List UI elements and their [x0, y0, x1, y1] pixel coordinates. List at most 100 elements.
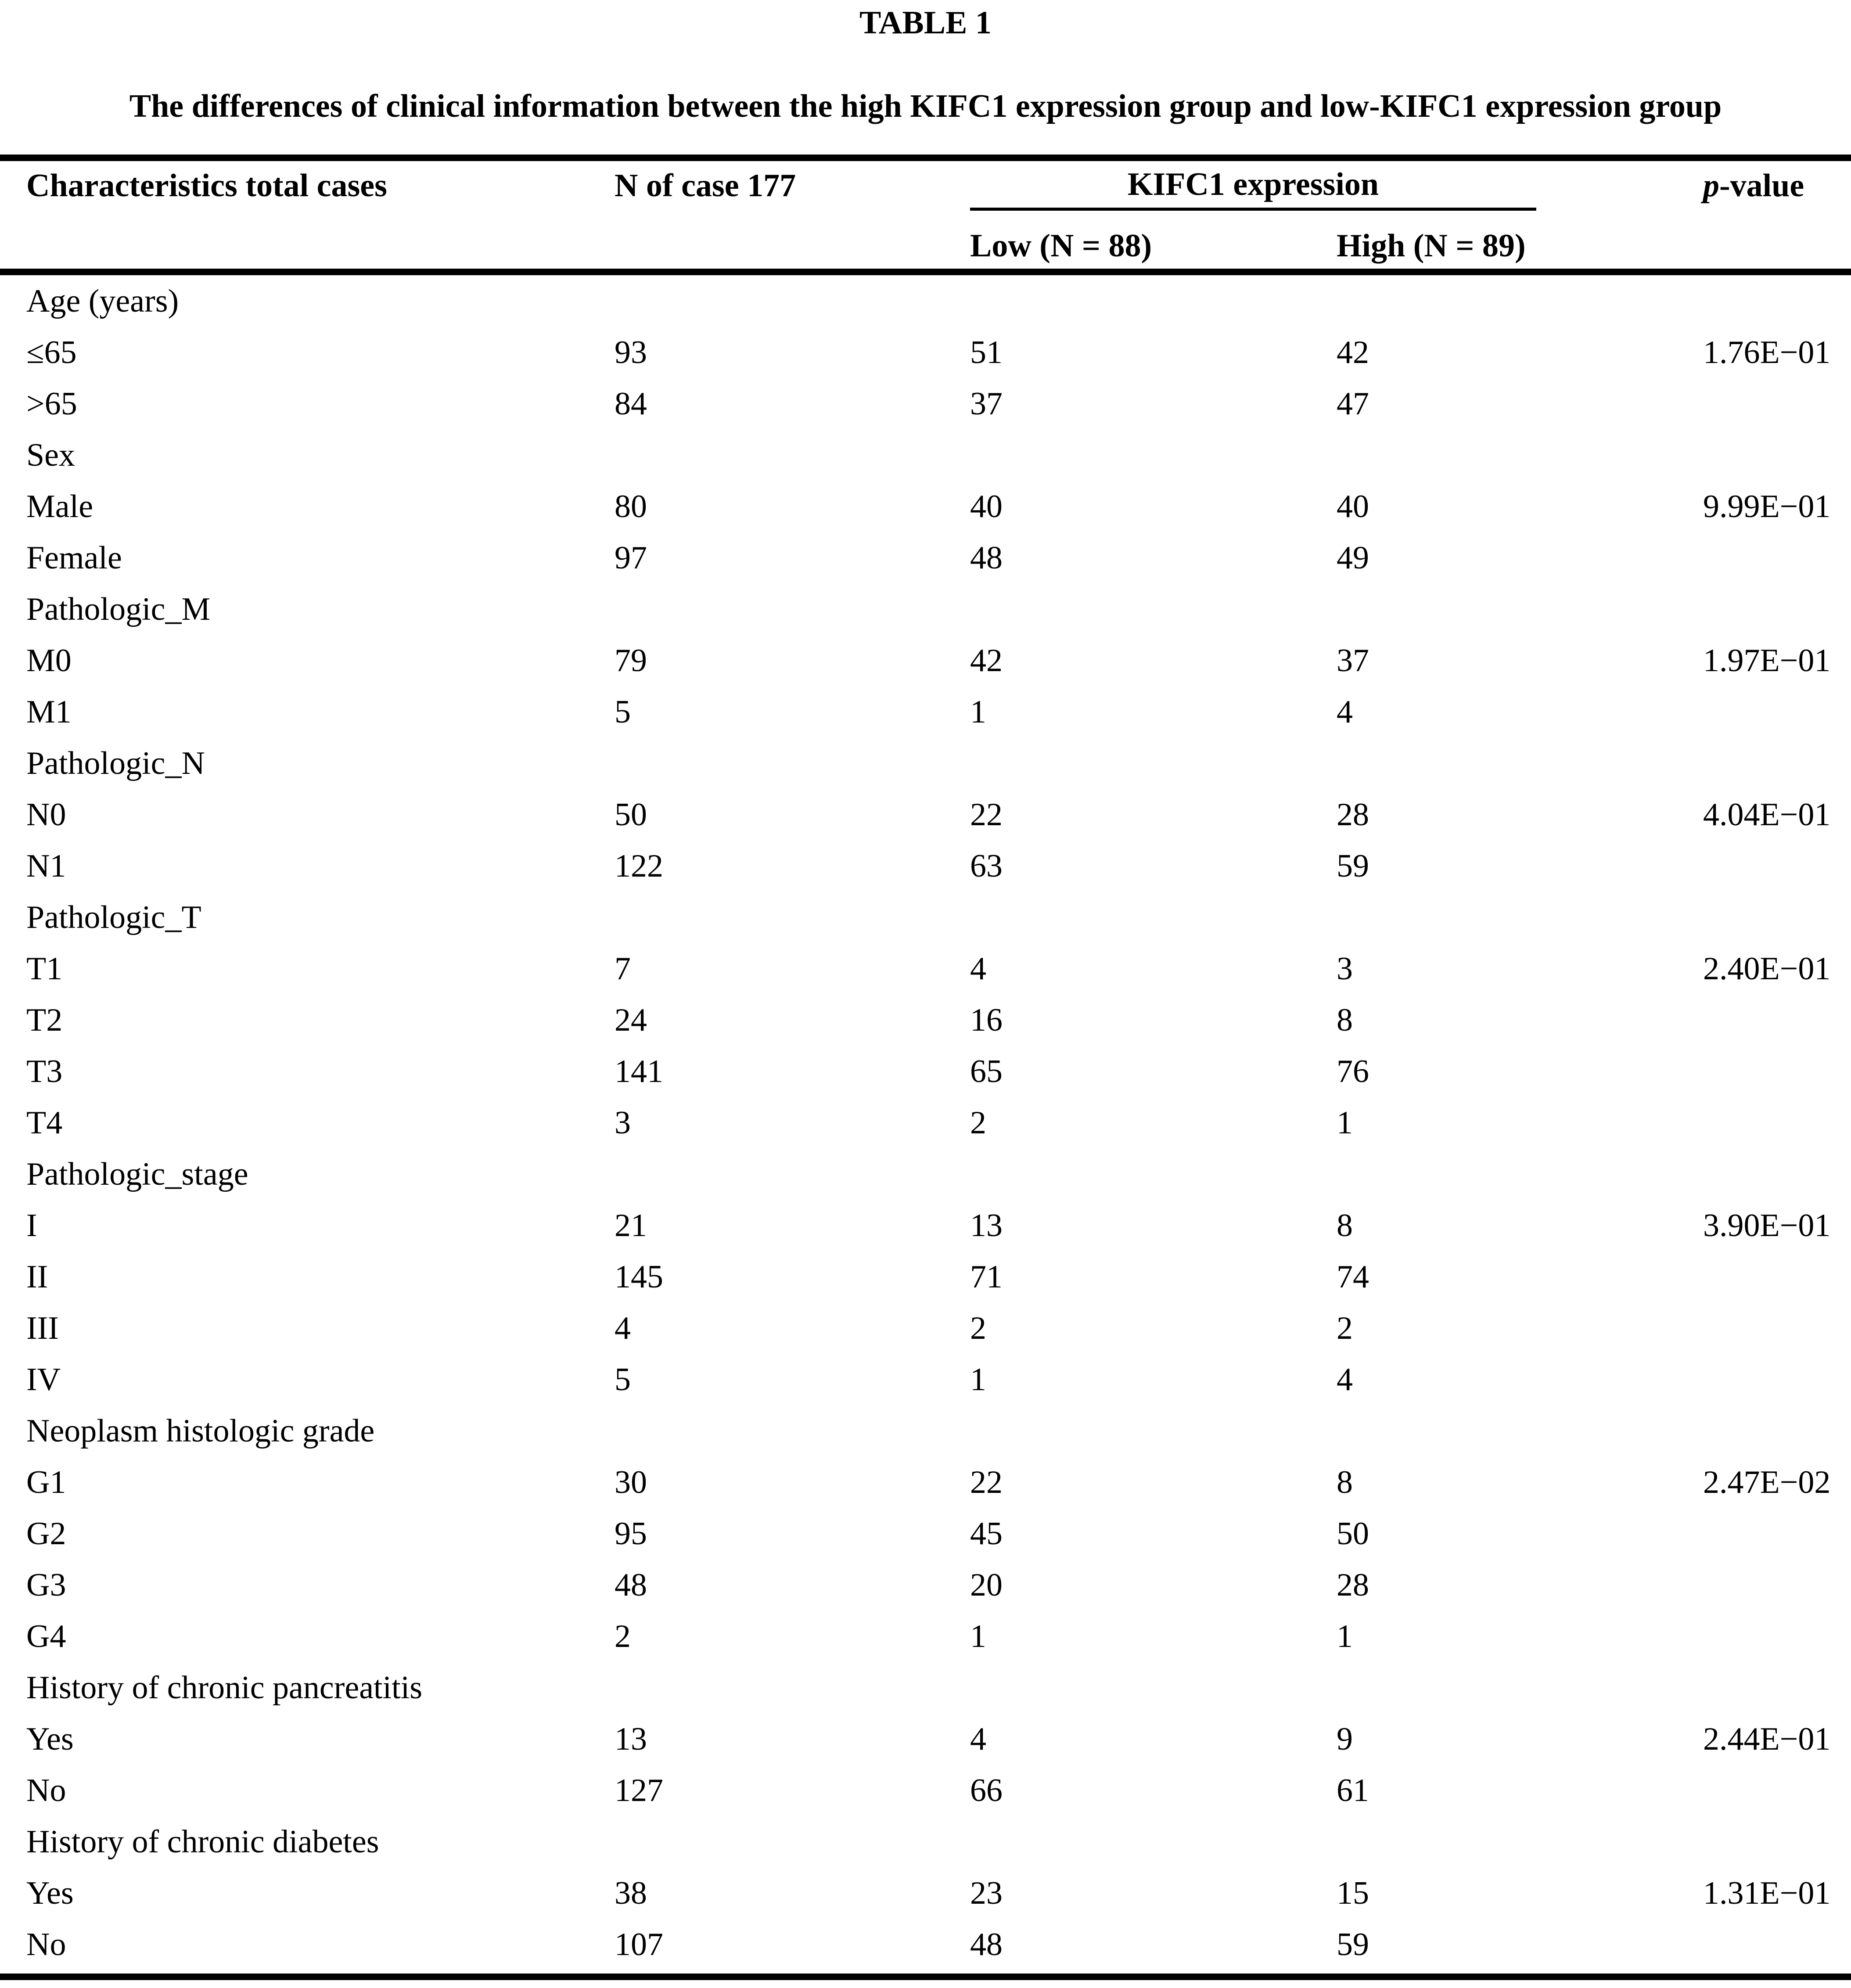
cell-high-expression: 59 — [1337, 848, 1369, 884]
cell-n-of-case: 95 — [615, 1516, 647, 1552]
cell-characteristic: I — [26, 1208, 37, 1244]
cell-n-of-case: 3 — [615, 1105, 631, 1141]
table-row: Yes 13 4 9 2.44E−01 — [0, 1714, 1851, 1765]
cell-low-expression — [944, 1816, 1310, 1868]
cell-p-value — [1677, 1149, 1851, 1200]
header-spacer-1 — [0, 211, 588, 268]
cell-characteristic: T4 — [26, 1105, 63, 1141]
cell-characteristic: Pathologic_T — [26, 899, 201, 935]
cell-low-expression — [944, 1149, 1310, 1200]
cell-p-value: 1.31E−01 — [1703, 1875, 1831, 1911]
table-row: II 145 71 74 — [0, 1251, 1851, 1303]
cell-low-expression: 1 — [970, 1618, 986, 1654]
cell-n-of-case: 48 — [615, 1567, 647, 1603]
cell-characteristic: T1 — [26, 951, 63, 987]
cell-low-expression: 23 — [970, 1875, 1003, 1911]
table-row: Sex — [0, 430, 1851, 481]
cell-high-expression: 40 — [1337, 489, 1369, 525]
cell-low-expression: 37 — [970, 386, 1003, 422]
cell-high-expression: 4 — [1337, 694, 1353, 730]
cell-low-expression: 45 — [970, 1516, 1003, 1552]
cell-p-value — [1677, 1303, 1851, 1354]
header-row-2: Low (N = 88) High (N = 89) — [0, 211, 1851, 268]
header-kifc1-expression: KIFC1 expression — [1127, 166, 1379, 202]
cell-low-expression — [944, 1406, 1310, 1457]
table-row: Pathologic_M — [0, 584, 1851, 635]
cell-n-of-case: 7 — [615, 951, 631, 987]
cell-high-expression — [1310, 584, 1677, 635]
cell-characteristic: History of chronic pancreatitis — [26, 1670, 423, 1706]
cell-p-value: 2.47E−02 — [1703, 1464, 1831, 1500]
cell-high-expression: 1 — [1337, 1618, 1353, 1654]
cell-low-expression: 66 — [970, 1772, 1003, 1808]
cell-high-expression — [1310, 892, 1677, 943]
table-row: Pathologic_N — [0, 738, 1851, 789]
cell-low-expression — [944, 1662, 1310, 1714]
cell-characteristic: Neoplasm histologic grade — [26, 1413, 375, 1449]
table-row: Neoplasm histologic grade — [0, 1406, 1851, 1457]
cell-n-of-case: 5 — [615, 1362, 631, 1398]
cell-p-value — [1677, 430, 1851, 481]
cell-p-value: 2.40E−01 — [1703, 951, 1831, 987]
cell-n-of-case: 127 — [615, 1772, 663, 1808]
cell-high-expression: 3 — [1337, 951, 1353, 987]
cell-high-expression — [1310, 1406, 1677, 1457]
cell-characteristic: Yes — [26, 1875, 74, 1911]
table-row: M1 5 1 4 — [0, 687, 1851, 738]
cell-characteristic: Pathologic_N — [26, 745, 205, 781]
cell-p-value — [1677, 1560, 1851, 1611]
table-header: Characteristics total cases N of case 17… — [0, 161, 1851, 268]
cell-n-of-case: 84 — [615, 386, 647, 422]
cell-low-expression: 13 — [970, 1208, 1003, 1244]
cell-characteristic: G1 — [26, 1464, 66, 1500]
cell-low-expression: 1 — [970, 694, 986, 730]
cell-high-expression — [1310, 276, 1677, 327]
table-row: III 4 2 2 — [0, 1303, 1851, 1354]
cell-low-expression: 4 — [970, 951, 986, 987]
header-low-group: Low (N = 88) — [970, 228, 1152, 264]
cell-p-value — [1677, 378, 1851, 430]
table-row: I 21 13 8 3.90E−01 — [0, 1200, 1851, 1251]
cell-p-value — [1677, 738, 1851, 789]
cell-high-expression — [1310, 430, 1677, 481]
cell-characteristic: N1 — [26, 848, 66, 884]
table-row: T2 24 16 8 — [0, 995, 1851, 1046]
header-p-value-italic-p: p — [1703, 168, 1719, 204]
table-row: No 107 48 59 — [0, 1919, 1851, 1970]
cell-low-expression: 4 — [970, 1721, 986, 1757]
cell-n-of-case — [588, 1816, 944, 1868]
cell-characteristic: G3 — [26, 1567, 66, 1603]
cell-characteristic: Pathologic_M — [26, 591, 211, 627]
cell-low-expression: 1 — [970, 1362, 986, 1398]
cell-n-of-case: 79 — [615, 643, 647, 679]
cell-characteristic: G2 — [26, 1516, 66, 1552]
cell-p-value — [1677, 995, 1851, 1046]
cell-high-expression — [1310, 738, 1677, 789]
cell-characteristic: Male — [26, 489, 93, 525]
table-row: No 127 66 61 — [0, 1765, 1851, 1816]
cell-characteristic: T3 — [26, 1053, 63, 1089]
cell-p-value: 1.76E−01 — [1703, 334, 1831, 370]
cell-characteristic: Pathologic_stage — [26, 1156, 248, 1192]
cell-high-expression — [1310, 1149, 1677, 1200]
cell-high-expression: 50 — [1337, 1516, 1369, 1552]
cell-n-of-case: 93 — [615, 334, 647, 370]
header-row-1: Characteristics total cases N of case 17… — [0, 161, 1851, 211]
cell-n-of-case: 50 — [615, 797, 647, 833]
cell-high-expression: 8 — [1337, 1002, 1353, 1038]
cell-p-value — [1677, 1097, 1851, 1149]
cell-characteristic: II — [26, 1259, 48, 1295]
cell-characteristic: N0 — [26, 797, 66, 833]
table-row: M0 79 42 37 1.97E−01 — [0, 635, 1851, 687]
cell-p-value — [1677, 1406, 1851, 1457]
cell-low-expression: 22 — [970, 1464, 1003, 1500]
cell-low-expression — [944, 276, 1310, 327]
cell-n-of-case: 97 — [615, 540, 647, 576]
cell-low-expression: 63 — [970, 848, 1003, 884]
cell-p-value: 1.97E−01 — [1703, 643, 1831, 679]
cell-low-expression: 40 — [970, 489, 1003, 525]
cell-high-expression: 42 — [1337, 334, 1369, 370]
table-label: TABLE 1 — [859, 5, 992, 41]
cell-p-value — [1677, 687, 1851, 738]
cell-high-expression: 76 — [1337, 1053, 1369, 1089]
